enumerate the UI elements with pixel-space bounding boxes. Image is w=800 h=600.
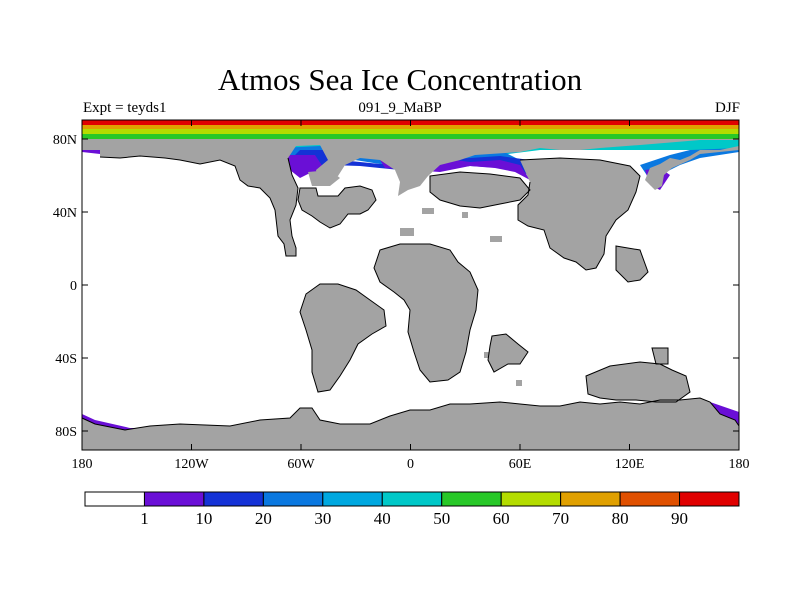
africa xyxy=(374,244,478,382)
colorbar-swatch xyxy=(203,491,264,507)
colorbar-swatch xyxy=(619,491,681,507)
x-tick-label: 60W xyxy=(287,457,315,472)
colorbar-swatch xyxy=(143,491,205,507)
y-tick-label: 40N xyxy=(53,206,77,221)
antarctica xyxy=(82,398,739,450)
colorbar-label: 1 xyxy=(140,509,149,528)
colorbar-label: 60 xyxy=(493,509,510,528)
y-tick-label: 80S xyxy=(55,425,77,440)
coastlines xyxy=(81,155,740,431)
map-title: Atmos Sea Ice Concentration xyxy=(217,62,583,97)
colorbar-swatch xyxy=(441,491,502,507)
australia-peninsula xyxy=(652,348,668,364)
x-tick-label: 120W xyxy=(174,457,209,472)
y-axis-labels: 80N 40N 0 40S 80S xyxy=(53,133,77,440)
colorbar-label: 50 xyxy=(433,509,450,528)
x-tick-label: 0 xyxy=(407,457,414,472)
y-axis-ticks xyxy=(82,138,739,432)
north-america xyxy=(82,139,739,256)
season-label: DJF xyxy=(714,100,740,116)
colorbar-swatch xyxy=(322,491,383,507)
small-islands xyxy=(400,208,522,386)
colorbar-label: 10 xyxy=(195,509,212,528)
europe xyxy=(430,172,530,208)
colorbar-label: 30 xyxy=(314,509,331,528)
y-tick-label: 40S xyxy=(55,352,77,367)
experiment-label: Expt = teyds1 xyxy=(83,100,167,116)
colorbar-swatch xyxy=(560,491,621,507)
greenland-region xyxy=(308,170,340,186)
colorbar-swatch xyxy=(262,491,324,507)
colorbar-swatch xyxy=(381,491,443,507)
colorbar-swatch xyxy=(84,491,145,507)
colorbar-label: 20 xyxy=(255,509,272,528)
time-period-label: 091_9_MaBP xyxy=(358,100,442,116)
x-tick-label: 120E xyxy=(615,457,645,472)
madagascar-region xyxy=(488,334,528,372)
colorbar-label: 90 xyxy=(671,509,688,528)
x-axis-labels: 180 120W 60W 0 60E 120E 180 xyxy=(72,457,750,472)
colorbar-swatch xyxy=(500,491,562,507)
colorbar: 1 10 20 30 40 50 60 70 80 90 xyxy=(84,491,740,528)
y-tick-label: 80N xyxy=(53,133,77,148)
colorbar-label: 70 xyxy=(552,509,569,528)
x-tick-label: 60E xyxy=(509,457,532,472)
x-axis-ticks xyxy=(81,120,740,450)
x-tick-label: 180 xyxy=(729,457,750,472)
south-america xyxy=(300,284,386,392)
y-tick-label: 0 xyxy=(70,279,77,294)
east-asia-islands xyxy=(616,246,648,282)
x-tick-label: 180 xyxy=(72,457,93,472)
australia xyxy=(586,362,690,402)
north-america-interior xyxy=(298,186,376,228)
colorbar-label: 80 xyxy=(612,509,629,528)
colorbar-swatch xyxy=(679,491,740,507)
colorbar-label: 40 xyxy=(374,509,391,528)
